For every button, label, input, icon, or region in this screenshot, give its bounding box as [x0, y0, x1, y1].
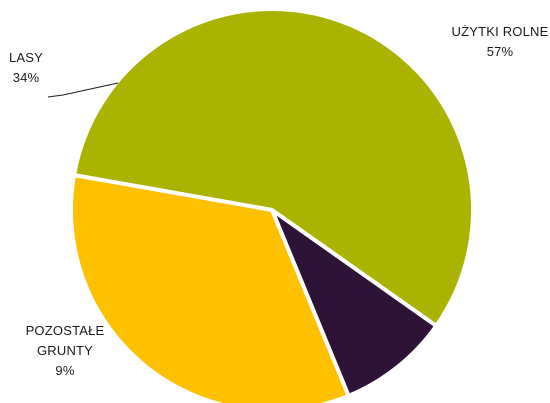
label-pozostale-grunty-name-line1: POZOSTAŁE [25, 323, 105, 338]
pie-slice-lasy [68, 173, 351, 403]
label-lasy-name: LASY [8, 50, 44, 65]
label-uzytki-rolne-name: UŻYTKI ROLNE [451, 24, 549, 39]
pie-slices [68, 7, 475, 403]
label-pozostale-grunty-name-line2: GRUNTY [36, 343, 94, 358]
label-pozostale-grunty-value: 9% [55, 363, 75, 378]
pie-slice-pozostałe-grunty [270, 208, 439, 398]
label-lasy: LASY 34% [0, 48, 54, 88]
label-pozostale-grunty: POZOSTAŁE GRUNTY 9% [15, 321, 115, 381]
label-uzytki-rolne: UŻYTKI ROLNE 57% [440, 22, 550, 62]
pie-slice-użytki-rolne [72, 7, 475, 328]
label-uzytki-rolne-value: 57% [486, 44, 514, 59]
label-lasy-value: 34% [12, 70, 40, 85]
lasy-leader-line [47, 82, 119, 98]
